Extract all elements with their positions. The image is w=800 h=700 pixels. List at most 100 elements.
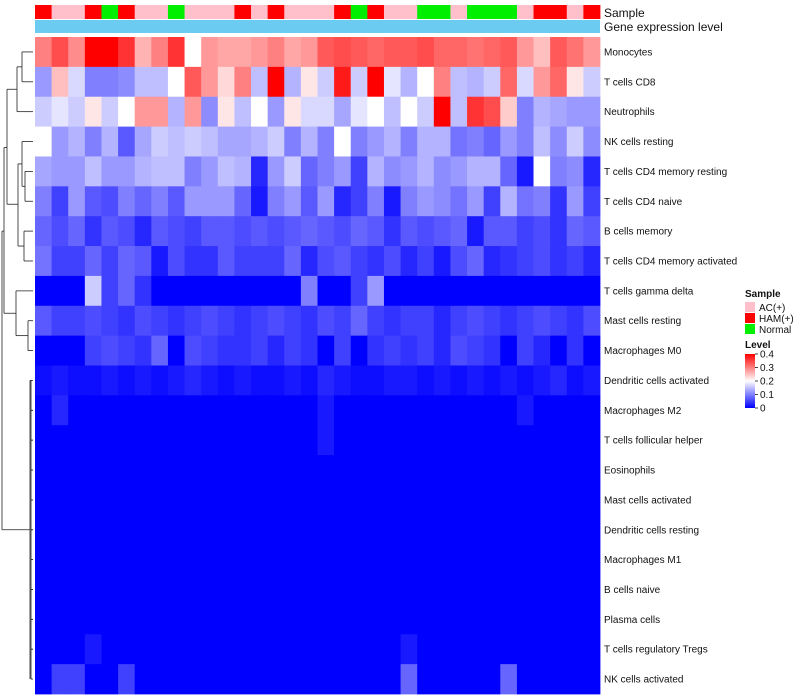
heatmap-cell	[267, 455, 285, 486]
heatmap-cell	[583, 395, 601, 426]
heatmap-cell	[367, 455, 385, 486]
heatmap-cell	[533, 126, 551, 157]
heatmap-cell	[566, 216, 584, 247]
heatmap-cell	[417, 335, 435, 366]
heatmap-cell	[84, 514, 102, 546]
heatmap-cell	[251, 305, 269, 337]
heatmap-cell	[84, 66, 102, 98]
heatmap-cell	[134, 365, 152, 396]
heatmap-cell	[467, 634, 485, 665]
heatmap-cell	[467, 305, 485, 337]
heatmap-cell	[383, 246, 401, 277]
heatmap-cell	[583, 514, 601, 546]
heatmap-cell	[334, 514, 352, 546]
heatmap-cell	[300, 365, 318, 396]
heatmap-cell	[317, 544, 335, 575]
heatmap-cell	[68, 305, 86, 337]
heatmap-cell	[68, 484, 86, 516]
heatmap-cell	[566, 156, 584, 187]
heatmap-cell	[101, 186, 119, 217]
heatmap-cell	[550, 156, 568, 187]
heatmap-cell	[151, 126, 169, 157]
sample-annotation-cell	[383, 5, 401, 19]
heatmap-cell	[217, 634, 235, 665]
heatmap-cell	[433, 246, 451, 277]
heatmap-cell	[317, 425, 335, 456]
heatmap-cell	[300, 156, 318, 187]
heatmap-cell	[251, 246, 269, 277]
heatmap-cell	[516, 66, 534, 98]
heatmap-cell	[350, 604, 368, 635]
heatmap-cell	[583, 604, 601, 635]
heatmap-cell	[383, 514, 401, 546]
heatmap-cell	[251, 66, 269, 98]
heatmap-cell	[483, 305, 501, 337]
heatmap-cell	[35, 305, 53, 337]
heatmap-cell	[84, 365, 102, 396]
heatmap-cell	[516, 305, 534, 337]
sample-annotation-cell	[68, 5, 86, 19]
heatmap-cell	[234, 604, 252, 635]
heatmap-cell	[68, 365, 86, 396]
heatmap-cell	[516, 604, 534, 635]
heatmap-cell	[151, 96, 169, 127]
heatmap-cell	[533, 514, 551, 546]
heatmap-cell	[500, 305, 518, 337]
row-label: Macrophages M1	[604, 555, 682, 566]
heatmap-cell	[483, 425, 501, 456]
legend-level-colorbar	[745, 354, 755, 408]
heatmap-cell	[433, 186, 451, 217]
heatmap-cell	[217, 156, 235, 187]
heatmap-cell	[167, 395, 185, 426]
heatmap-cell	[350, 37, 368, 68]
heatmap-cell	[417, 305, 435, 337]
heatmap-cell	[234, 514, 252, 546]
heatmap-cell	[118, 544, 136, 575]
heatmap-cell	[234, 484, 252, 516]
heatmap-cell	[350, 126, 368, 157]
sample-annotation-cell	[350, 5, 368, 19]
heatmap-cell	[433, 66, 451, 98]
heatmap-cell	[550, 335, 568, 366]
heatmap-cell	[450, 156, 468, 187]
heatmap-cell	[583, 664, 601, 695]
heatmap-cell	[566, 455, 584, 486]
heatmap-cell	[284, 634, 302, 665]
sample-annotation-cell	[417, 5, 435, 19]
heatmap-cell	[550, 96, 568, 127]
heatmap-cell	[201, 604, 219, 635]
heatmap-cell	[500, 275, 518, 307]
heatmap-cell	[417, 574, 435, 605]
heatmap-cell	[234, 156, 252, 187]
heatmap-cell	[217, 455, 235, 486]
legend-level-tick-label: 0.4	[760, 350, 774, 361]
heatmap-cell	[184, 484, 202, 516]
heatmap-cell	[350, 425, 368, 456]
heatmap-cell	[251, 634, 269, 665]
heatmap-cell	[84, 96, 102, 127]
heatmap-cell	[533, 156, 551, 187]
heatmap-cell	[184, 275, 202, 307]
heatmap-cell	[334, 96, 352, 127]
heatmap-cell	[251, 455, 269, 486]
heatmap-cell	[350, 186, 368, 217]
heatmap-cell	[467, 574, 485, 605]
heatmap-cell	[417, 246, 435, 277]
heatmap-cell	[267, 246, 285, 277]
heatmap-cell	[284, 484, 302, 516]
heatmap-cell	[84, 305, 102, 337]
heatmap-cell	[184, 395, 202, 426]
heatmap-cell	[151, 246, 169, 277]
sample-annotation-cell	[317, 5, 335, 19]
heatmap-cell	[516, 574, 534, 605]
heatmap-cell	[284, 66, 302, 98]
heatmap-cell	[467, 365, 485, 396]
heatmap-cell	[516, 664, 534, 695]
sample-annotation-cell	[566, 5, 584, 19]
heatmap-cell	[118, 425, 136, 456]
heatmap-cell	[383, 335, 401, 366]
heatmap-cell	[533, 37, 551, 68]
heatmap-cell	[483, 186, 501, 217]
heatmap-cell	[184, 634, 202, 665]
heatmap-cell	[533, 574, 551, 605]
